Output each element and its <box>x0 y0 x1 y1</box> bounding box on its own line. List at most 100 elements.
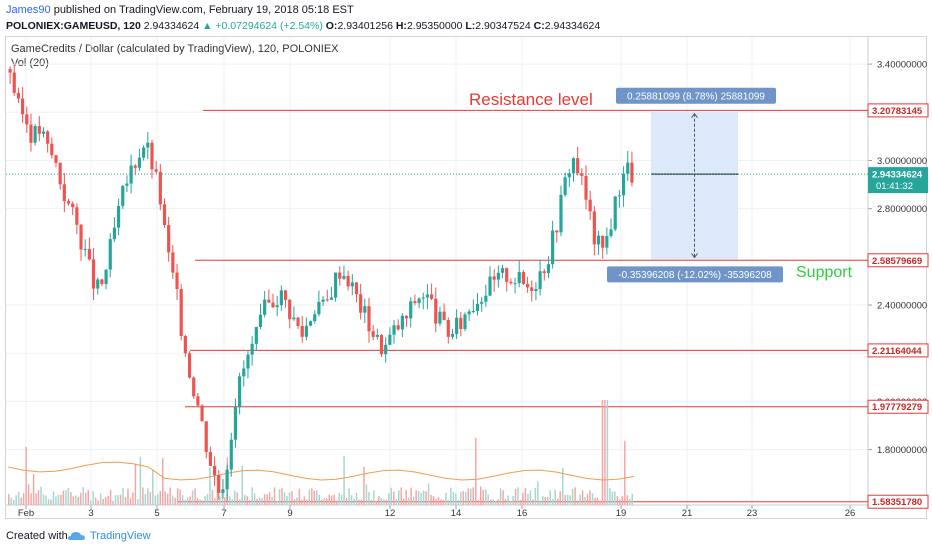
volume-bar <box>395 499 398 505</box>
volume-bar <box>596 497 599 505</box>
up-arrow-icon <box>691 112 698 119</box>
low-value: 2.90347524 <box>475 20 531 32</box>
volume-bar <box>502 490 504 505</box>
candle-body <box>459 317 463 330</box>
candle-body <box>576 158 580 174</box>
candle-body <box>392 325 396 335</box>
bar-countdown: 01:41:32 <box>876 181 913 192</box>
volume-bar <box>147 488 149 505</box>
x-tick-label: 7 <box>221 508 226 519</box>
volume-bar <box>616 496 619 505</box>
volume-bar <box>559 491 561 505</box>
price-chart[interactable]: Feb3579121416192123263.400000003.2000000… <box>0 0 932 520</box>
volume-bar <box>415 490 417 505</box>
volume-bar <box>472 487 475 505</box>
candle-body <box>626 162 630 174</box>
volume-bar <box>20 497 22 505</box>
chart-frame <box>5 36 927 519</box>
author-link[interactable]: James90 <box>6 4 51 16</box>
volume-bar <box>87 489 89 505</box>
volume-bar <box>611 491 614 505</box>
candle-body <box>480 301 484 304</box>
volume-bar <box>288 492 291 505</box>
candle-body <box>263 299 267 315</box>
volume-bar <box>527 493 529 505</box>
volume-bar <box>380 497 383 505</box>
candle-body <box>442 311 446 320</box>
candle-body <box>233 407 238 440</box>
volume-bar <box>629 498 631 505</box>
candle-body <box>580 173 584 176</box>
volume-bar <box>32 474 35 505</box>
candle-body <box>196 396 200 406</box>
volume-bar <box>470 488 472 505</box>
volume-bar <box>514 488 517 505</box>
volume-bar <box>157 493 159 505</box>
candle-body <box>367 306 371 332</box>
volume-bar <box>209 467 211 505</box>
candle-body <box>484 295 488 302</box>
candle-body <box>617 195 621 197</box>
volume-bar <box>492 499 494 505</box>
x-tick-label: Feb <box>18 508 34 519</box>
volume-bar <box>432 495 435 505</box>
volume-bar <box>119 494 122 505</box>
ohlc-line: POLONIEX:GAMEUSD, 120 2.94334624 ▲ +0.07… <box>6 20 600 32</box>
volume-bar <box>42 494 45 505</box>
candle-body <box>271 302 275 308</box>
volume-bar <box>574 487 576 505</box>
candle-body <box>154 169 158 172</box>
volume-bar <box>283 492 286 505</box>
volume-bar <box>149 492 152 505</box>
volume-bar <box>191 490 194 505</box>
candle-body <box>183 335 187 354</box>
volume-bar <box>385 499 388 505</box>
candle-body <box>29 124 33 143</box>
x-tick-label: 26 <box>845 508 856 519</box>
volume-bar <box>373 490 375 505</box>
candle-body <box>179 289 183 336</box>
level-price-label: 1.97779279 <box>872 402 922 413</box>
volume-bar <box>532 499 534 505</box>
candle-body <box>567 173 571 178</box>
candle-body <box>584 175 588 200</box>
volume-bar <box>410 487 412 505</box>
series-legend[interactable]: GameCredits / Dollar (calculated by Trad… <box>11 43 339 55</box>
volume-bar <box>166 493 169 505</box>
candle-body <box>384 344 388 355</box>
range-bottom-badge <box>607 266 783 283</box>
volume-bar <box>368 492 370 505</box>
volume-bar <box>566 494 569 505</box>
candle-body <box>417 298 421 304</box>
volume-bar <box>256 498 258 505</box>
volume-bar <box>621 496 624 505</box>
volume-bar <box>234 490 236 505</box>
candle-body <box>450 333 455 337</box>
publish-line: James90 published on TradingView.com, Fe… <box>6 4 354 16</box>
candle-body <box>133 165 137 168</box>
volume-bar <box>581 490 584 505</box>
tradingview-brand[interactable]: TradingView <box>90 530 151 542</box>
volume-bar <box>427 483 430 505</box>
volume-bar <box>318 494 320 505</box>
volume-legend[interactable]: Vol (20) <box>11 57 49 69</box>
candle-body <box>158 171 162 205</box>
volume-bar <box>355 492 358 505</box>
volume-bar <box>47 499 50 505</box>
candle-body <box>596 235 601 245</box>
volume-bar <box>266 494 268 505</box>
volume-bar <box>499 488 502 505</box>
level-price-label: 1.58351780 <box>872 497 922 508</box>
candle-body <box>50 143 54 156</box>
volume-bar <box>293 499 296 505</box>
volume-bar <box>402 498 405 505</box>
candle-body <box>167 225 171 253</box>
volume-bar <box>378 496 380 505</box>
candle-body <box>300 325 304 337</box>
current-price-tag <box>868 167 928 194</box>
volume-bar <box>591 493 594 505</box>
volume-bar <box>206 494 209 505</box>
volume-bar <box>239 499 241 505</box>
volume-bar <box>601 400 604 505</box>
volume-bar <box>323 497 325 505</box>
